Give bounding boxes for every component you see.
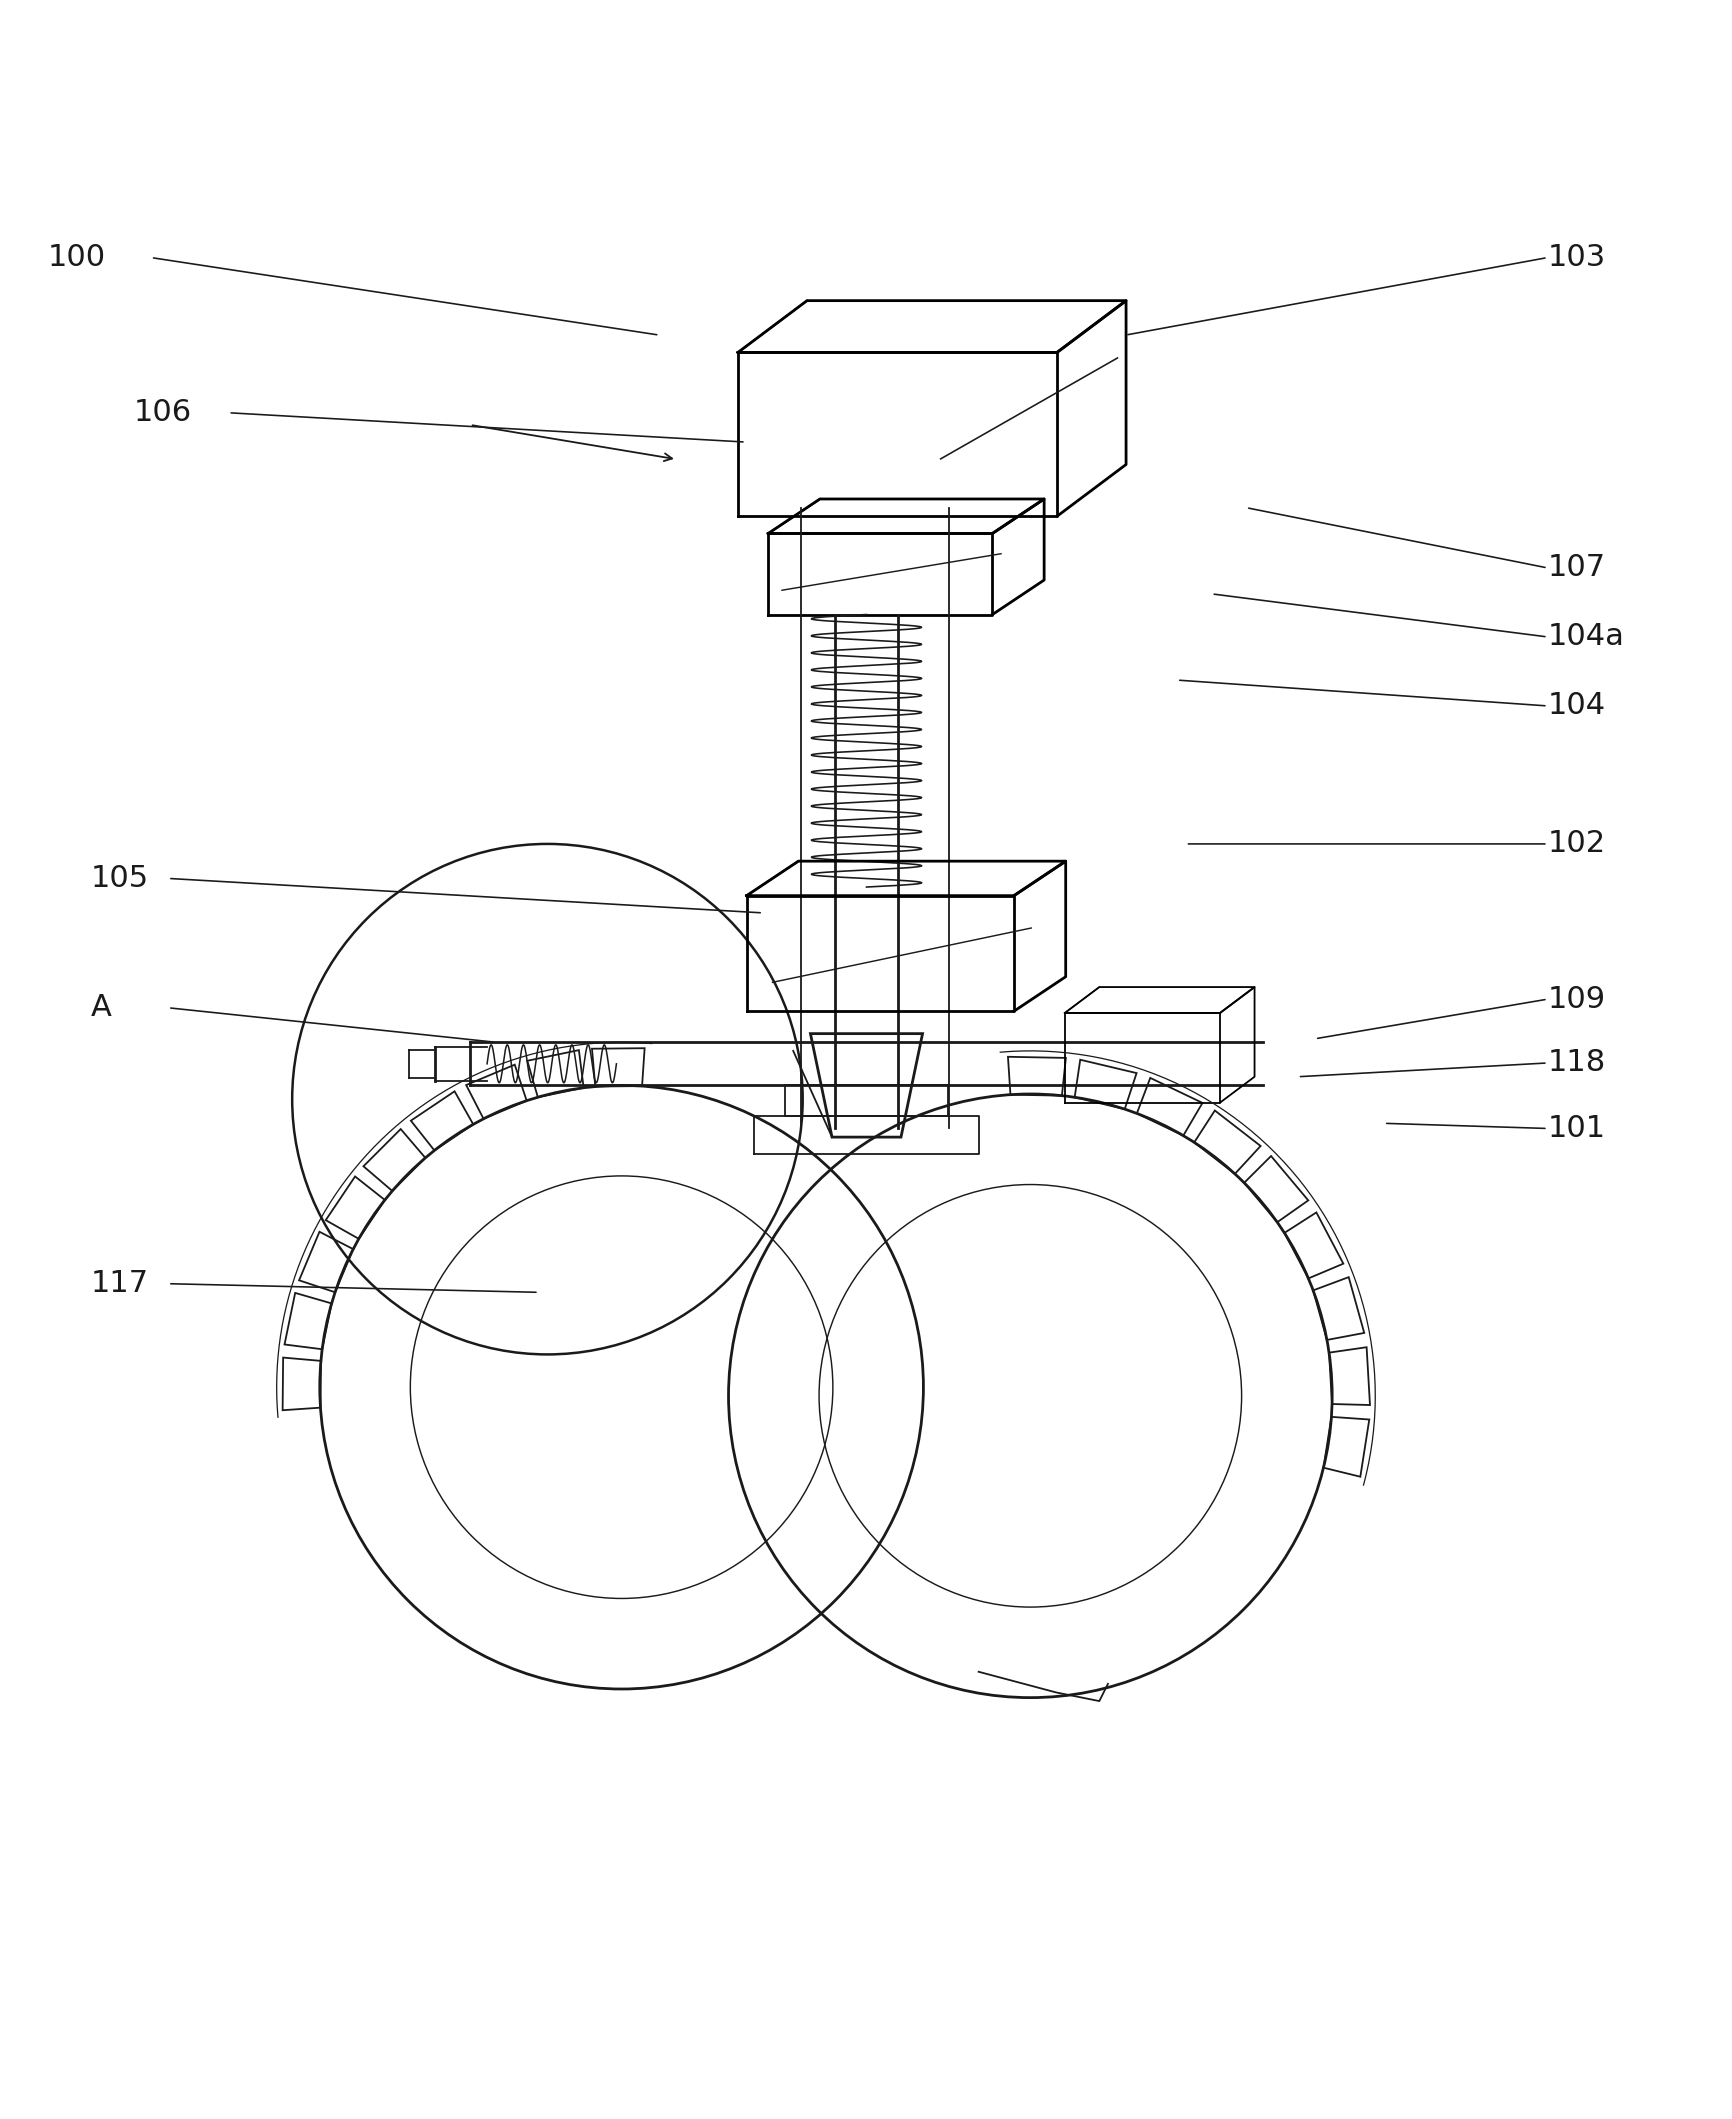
Text: 109: 109 [1547, 985, 1606, 1013]
Text: 118: 118 [1547, 1049, 1606, 1076]
Text: A: A [90, 994, 111, 1021]
Text: 105: 105 [90, 865, 149, 892]
Text: 104a: 104a [1547, 623, 1623, 651]
Text: 102: 102 [1547, 829, 1606, 858]
Text: 101: 101 [1547, 1115, 1606, 1142]
Text: 100: 100 [47, 244, 106, 271]
Text: 106: 106 [133, 398, 192, 428]
Text: 117: 117 [90, 1269, 149, 1299]
Text: 107: 107 [1547, 553, 1606, 583]
Text: 104: 104 [1547, 691, 1606, 720]
Text: 103: 103 [1547, 244, 1606, 271]
